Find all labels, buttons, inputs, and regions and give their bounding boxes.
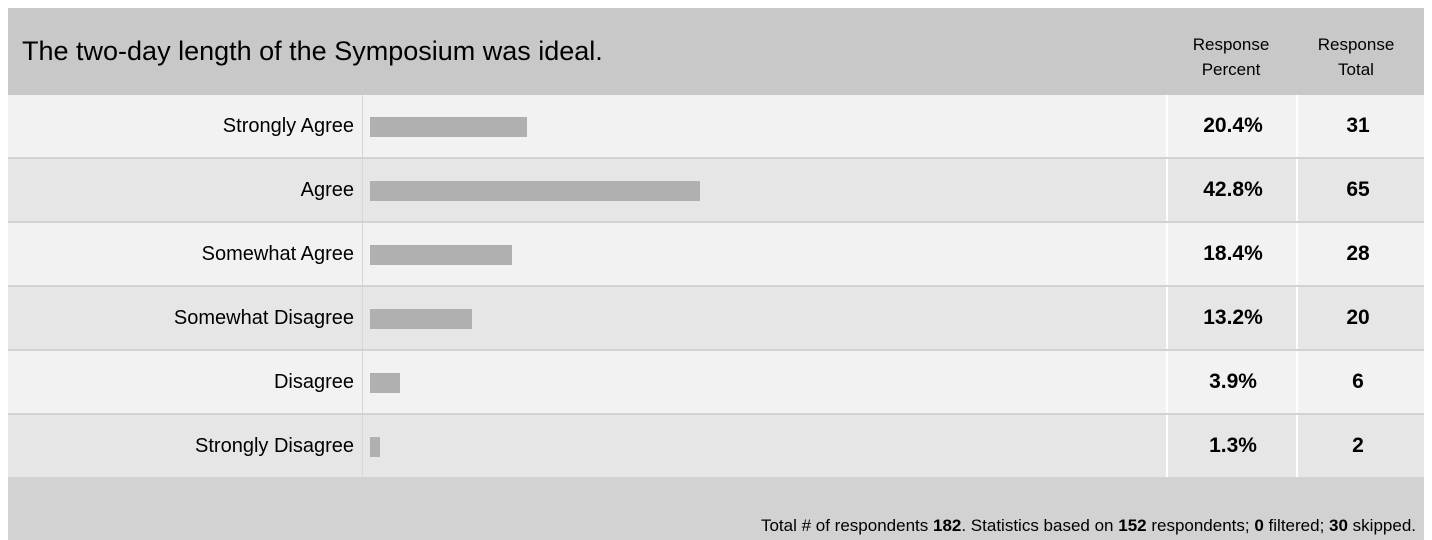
response-percent: 42.8% — [1166, 159, 1298, 221]
response-total-header-line2: Total — [1338, 60, 1374, 79]
answer-row: Disagree 3.9% 6 — [8, 351, 1424, 413]
answer-row: Somewhat Agree 18.4% 28 — [8, 223, 1424, 285]
bar-cell — [362, 159, 1167, 221]
answer-label: Strongly Disagree — [195, 435, 354, 457]
answer-label: Strongly Agree — [222, 115, 354, 137]
response-percent-header: Response Percent — [1166, 32, 1296, 82]
response-total: 28 — [1296, 223, 1418, 285]
question-header: The two-day length of the Symposium was … — [8, 8, 1424, 95]
response-bar — [370, 181, 700, 201]
response-total: 2 — [1296, 415, 1418, 477]
skipped-count: 30 — [1329, 516, 1348, 535]
summary-text: Total # of respondents 182. Statistics b… — [761, 516, 1416, 536]
response-total: 20 — [1296, 287, 1418, 349]
survey-question-results: The two-day length of the Symposium was … — [8, 8, 1424, 540]
question-title: The two-day length of the Symposium was … — [22, 36, 603, 66]
response-bar — [370, 245, 512, 265]
response-percent: 20.4% — [1166, 95, 1298, 157]
summary-text-part: . Statistics based on — [961, 516, 1119, 535]
response-total-header: Response Total — [1296, 32, 1416, 82]
based-on-count: 152 — [1118, 516, 1147, 535]
response-percent-header-line2: Percent — [1201, 60, 1261, 79]
answer-row: Somewhat Disagree 13.2% 20 — [8, 287, 1424, 349]
filtered-count: 0 — [1254, 516, 1264, 535]
bar-cell — [362, 287, 1167, 349]
response-total-header-line1: Response — [1317, 35, 1395, 54]
response-bar — [370, 117, 527, 137]
response-bar — [370, 437, 380, 457]
summary-text-part: Total # of respondents — [760, 516, 933, 535]
summary-text-part: skipped. — [1347, 516, 1416, 535]
answer-row: Strongly Agree 20.4% 31 — [8, 95, 1424, 157]
response-percent: 18.4% — [1166, 223, 1298, 285]
response-percent: 1.3% — [1166, 415, 1298, 477]
answer-label: Disagree — [273, 371, 354, 393]
bar-cell — [362, 95, 1167, 157]
response-bar — [370, 373, 400, 393]
response-total: 65 — [1296, 159, 1418, 221]
response-percent: 13.2% — [1166, 287, 1298, 349]
respondents-count: 182 — [932, 516, 962, 535]
answer-row: Strongly Disagree 1.3% 2 — [8, 415, 1424, 477]
answer-label: Somewhat Disagree — [173, 307, 354, 329]
bar-cell — [362, 223, 1167, 285]
answer-row: Agree 42.8% 65 — [8, 159, 1424, 221]
response-total: 31 — [1296, 95, 1418, 157]
answer-label: Somewhat Agree — [201, 243, 354, 265]
response-percent-header-line1: Response — [1192, 35, 1270, 54]
response-percent: 3.9% — [1166, 351, 1298, 413]
summary-footer: Total # of respondents 182. Statistics b… — [8, 480, 1424, 540]
answer-label: Agree — [300, 179, 354, 201]
summary-text-part: filtered; — [1263, 516, 1330, 535]
bar-cell — [362, 351, 1167, 413]
bar-cell — [362, 415, 1167, 477]
response-total: 6 — [1296, 351, 1418, 413]
response-bar — [370, 309, 472, 329]
summary-text-part: respondents; — [1146, 516, 1255, 535]
